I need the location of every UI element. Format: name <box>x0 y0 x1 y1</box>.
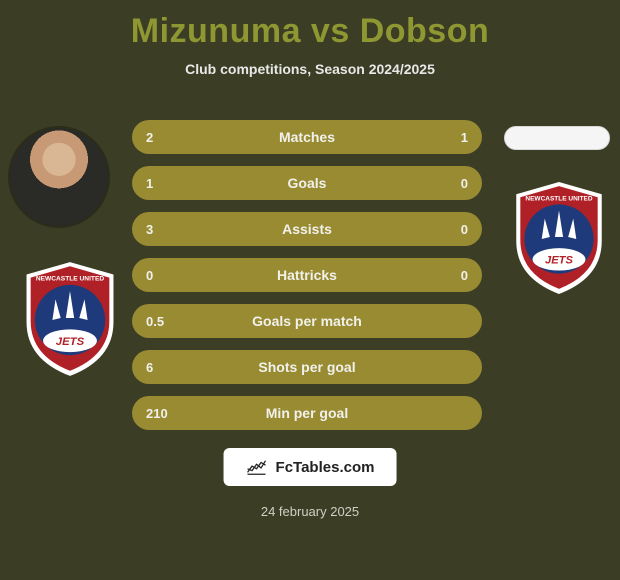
stat-label: Min per goal <box>266 405 348 421</box>
svg-text:NEWCASTLE UNITED: NEWCASTLE UNITED <box>525 195 592 202</box>
stat-row: 3 Assists 0 <box>132 212 482 246</box>
stat-row: 210 Min per goal <box>132 396 482 430</box>
stat-value-right: 1 <box>461 130 468 145</box>
svg-text:JETS: JETS <box>56 336 85 348</box>
stat-label: Hattricks <box>277 267 337 283</box>
brand-text: FcTables.com <box>276 459 375 476</box>
stat-label: Matches <box>279 129 335 145</box>
stat-label: Goals per match <box>252 313 362 329</box>
stat-value-left: 210 <box>146 406 168 421</box>
stat-value-right: 0 <box>461 268 468 283</box>
stat-row: 6 Shots per goal <box>132 350 482 384</box>
page-subtitle: Club competitions, Season 2024/2025 <box>0 61 620 77</box>
stat-value-left: 0 <box>146 268 153 283</box>
stat-value-left: 3 <box>146 222 153 237</box>
club-crest-right: NEWCASTLE UNITED JETS <box>508 180 610 296</box>
club-crest-left: NEWCASTLE UNITED JETS <box>18 260 122 378</box>
svg-text:NEWCASTLE UNITED: NEWCASTLE UNITED <box>36 276 105 283</box>
stat-row: 0.5 Goals per match <box>132 304 482 338</box>
page-title: Mizunuma vs Dobson <box>0 0 620 51</box>
stat-label: Assists <box>282 221 332 237</box>
stat-row: 0 Hattricks 0 <box>132 258 482 292</box>
stat-value-left: 2 <box>146 130 153 145</box>
stat-row: 1 Goals 0 <box>132 166 482 200</box>
stat-value-left: 6 <box>146 360 153 375</box>
stat-row: 2 Matches 1 <box>132 120 482 154</box>
brand-badge[interactable]: FcTables.com <box>224 448 397 486</box>
logo-icon <box>246 458 268 476</box>
stats-table: 2 Matches 1 1 Goals 0 3 Assists 0 0 Hattricks 0 0.5 G… <box>132 120 482 442</box>
stat-value-left: 0.5 <box>146 314 164 329</box>
svg-text:JETS: JETS <box>545 254 574 266</box>
date-text: 24 february 2025 <box>0 504 620 519</box>
stat-value-right: 0 <box>461 222 468 237</box>
player-photo-left <box>8 126 110 228</box>
stat-value-left: 1 <box>146 176 153 191</box>
stat-value-right: 0 <box>461 176 468 191</box>
stat-label: Shots per goal <box>258 359 355 375</box>
player-flag-right <box>504 126 610 150</box>
stat-label: Goals <box>288 175 327 191</box>
